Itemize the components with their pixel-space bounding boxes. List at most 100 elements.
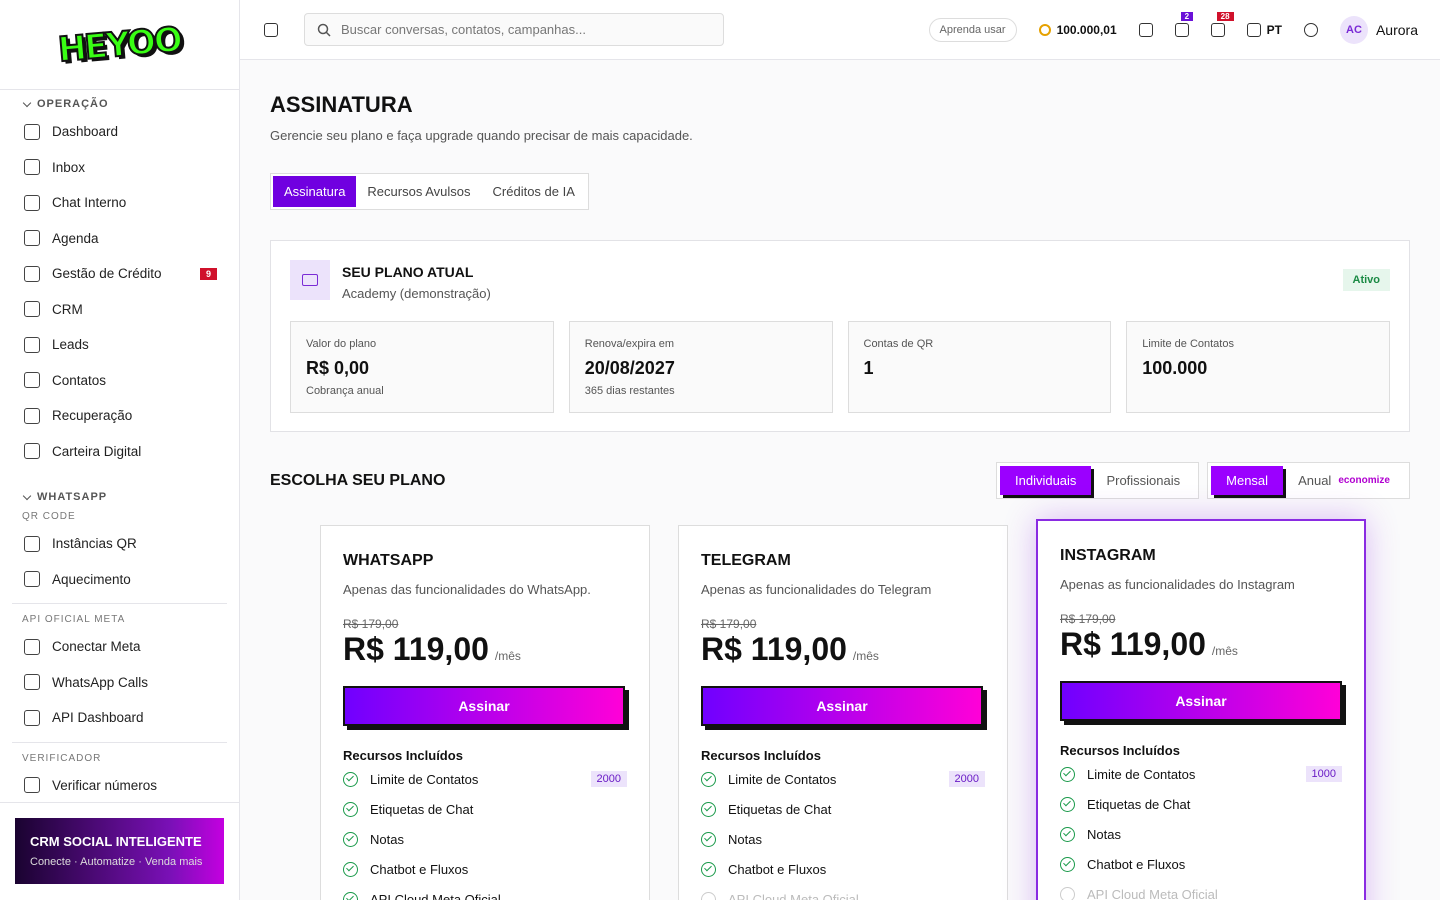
subscribe-button[interactable]: Assinar xyxy=(343,686,625,726)
nav-item[interactable]: Gestão de Crédito 9 xyxy=(12,256,227,292)
stats: Valor do plano R$ 0,00 Cobrança anual Renov… xyxy=(290,321,1390,413)
nav-item[interactable]: Carteira Digital xyxy=(12,434,227,470)
nav-label: Dashboard xyxy=(52,124,119,140)
tab[interactable]: Recursos Avulsos xyxy=(367,184,471,199)
feature: Etiquetas de Chat xyxy=(1060,790,1342,818)
nav-icon xyxy=(24,535,40,552)
nav-item[interactable]: Recuperação xyxy=(12,398,227,434)
nav-item[interactable]: Leads xyxy=(12,327,227,363)
search[interactable]: Buscar conversas, contatos, campanhas... xyxy=(304,13,724,46)
topbar: Buscar conversas, contatos, campanhas...… xyxy=(240,0,1440,60)
stat-value: 20/08/2027 xyxy=(584,358,675,378)
nav-icon xyxy=(24,230,40,247)
feature: Chatbot e Fluxos xyxy=(701,855,985,883)
nav-item[interactable]: Conectar Meta xyxy=(12,629,227,665)
plan-description: Apenas as funcionalidades do Instagram xyxy=(1060,577,1295,592)
learn-button[interactable]: Aprenda usar xyxy=(928,17,1017,42)
feature: API Cloud Meta Oficial xyxy=(343,885,627,900)
section-heading[interactable]: OPERAÇÃO xyxy=(12,94,227,114)
plan-name: INSTAGRAM xyxy=(1060,547,1156,564)
feature: Etiquetas de Chat xyxy=(701,795,985,823)
nav-item[interactable]: Instâncias QR xyxy=(12,526,227,562)
nav-item[interactable]: Aquecimento xyxy=(12,562,227,598)
feature-label: Chatbot e Fluxos xyxy=(370,861,469,877)
feature-icon xyxy=(343,771,358,787)
tab[interactable]: Assinatura xyxy=(273,176,357,207)
credits[interactable]: 100.000,01 xyxy=(1038,22,1117,37)
plans: WHATSAPP Apenas das funcionalidades do Wh… xyxy=(270,519,1410,900)
feature-label: Limite de Contatos xyxy=(370,771,479,787)
toggle-option[interactable]: Mensal xyxy=(1211,466,1284,495)
period: /mês xyxy=(852,649,879,663)
price-row: R$ 119,00/mês xyxy=(1060,626,1342,663)
feature-icon xyxy=(343,861,358,877)
subscribe-button[interactable]: Assinar xyxy=(1060,681,1342,721)
nav-item[interactable]: Contatos xyxy=(12,363,227,399)
section-heading[interactable]: WHATSAPP xyxy=(12,487,227,507)
feature: Notas xyxy=(343,825,627,853)
tab[interactable]: Créditos de IA xyxy=(492,184,575,199)
nav-icon xyxy=(24,709,40,726)
nav-item[interactable]: Inbox xyxy=(12,150,227,186)
theme-button[interactable] xyxy=(1303,22,1318,37)
notifications-button[interactable]: 28 xyxy=(1210,11,1234,37)
feature-label: API Cloud Meta Oficial xyxy=(370,891,501,900)
nav-item[interactable]: WhatsApp Calls xyxy=(12,665,227,701)
feature-icon xyxy=(1060,886,1075,900)
nav-item[interactable]: CRM xyxy=(12,292,227,328)
tasks-button[interactable]: 2 xyxy=(1174,11,1194,37)
nav-label: Gestão de Crédito xyxy=(52,266,162,282)
nav-item[interactable]: API Dashboard xyxy=(12,700,227,736)
toggle-option[interactable]: Individuais xyxy=(1000,466,1092,495)
nav-item[interactable]: Verificar números xyxy=(12,768,227,803)
search-icon xyxy=(317,23,331,37)
nav-item[interactable]: Agenda xyxy=(12,221,227,257)
feature: API Cloud Meta Oficial xyxy=(1060,880,1342,900)
nav-label: Chat Interno xyxy=(52,195,127,211)
feature-label: Limite de Contatos xyxy=(728,771,837,787)
plan-name: WHATSAPP xyxy=(343,552,434,569)
nav-icon xyxy=(24,638,40,655)
plan-description: Apenas as funcionalidades do Telegram xyxy=(701,582,932,597)
logo[interactable]: HEYOO xyxy=(0,0,239,90)
icon xyxy=(1303,22,1318,37)
feature-label: Etiquetas de Chat xyxy=(1087,796,1191,812)
avatar[interactable]: AC xyxy=(1339,15,1368,44)
nav-item[interactable]: Dashboard xyxy=(12,114,227,150)
credits-value: 100.000,01 xyxy=(1056,22,1117,37)
logo-text: HEYOO xyxy=(56,18,184,71)
feature: Chatbot e Fluxos xyxy=(1060,850,1342,878)
feature-limit: 1000 xyxy=(1305,766,1342,782)
icon xyxy=(1174,22,1189,37)
feature-icon xyxy=(343,831,358,847)
language-button[interactable]: PT xyxy=(1246,22,1282,37)
nav-icon xyxy=(24,123,40,140)
collapse-button[interactable] xyxy=(264,22,278,37)
discount-label: economize xyxy=(1338,475,1390,486)
nav-item[interactable]: Chat Interno xyxy=(12,185,227,221)
period: /mês xyxy=(1211,644,1238,658)
feature: Limite de Contatos 2000 xyxy=(343,765,627,793)
user-name[interactable]: Aurora xyxy=(1375,21,1418,38)
toggle-option[interactable]: Profissionais xyxy=(1106,473,1181,488)
plan-name: TELEGRAM xyxy=(701,552,791,569)
feature: Etiquetas de Chat xyxy=(343,795,627,823)
icon xyxy=(1138,22,1153,37)
nav-label: Instâncias QR xyxy=(52,536,137,552)
current-plan-title: SEU PLANO ATUAL xyxy=(342,264,474,280)
promo-subtitle: Conecte · Automatize · Venda mais xyxy=(30,856,203,868)
promo[interactable]: CRM SOCIAL INTELIGENTE Conecte · Automati… xyxy=(15,818,224,884)
nav-group: VERIFICADOR Verificar números xyxy=(12,741,227,803)
subscribe-button[interactable]: Assinar xyxy=(701,686,983,726)
billing-toggle: Mensal Anual economize xyxy=(1207,462,1410,499)
old-price: R$ 179,00 xyxy=(343,617,399,631)
calendar-button[interactable] xyxy=(1138,22,1153,37)
stat-value: 100.000 xyxy=(1142,358,1208,378)
notifications-badge: 28 xyxy=(1216,11,1234,21)
status-badge: Ativo xyxy=(1342,269,1390,291)
stat-card: Renova/expira em 20/08/2027 365 dias resta… xyxy=(568,321,833,413)
toggle-option[interactable]: Anual xyxy=(1298,473,1332,488)
stat-card: Valor do plano R$ 0,00 Cobrança anual xyxy=(290,321,554,413)
feature-label: Chatbot e Fluxos xyxy=(1087,856,1186,872)
